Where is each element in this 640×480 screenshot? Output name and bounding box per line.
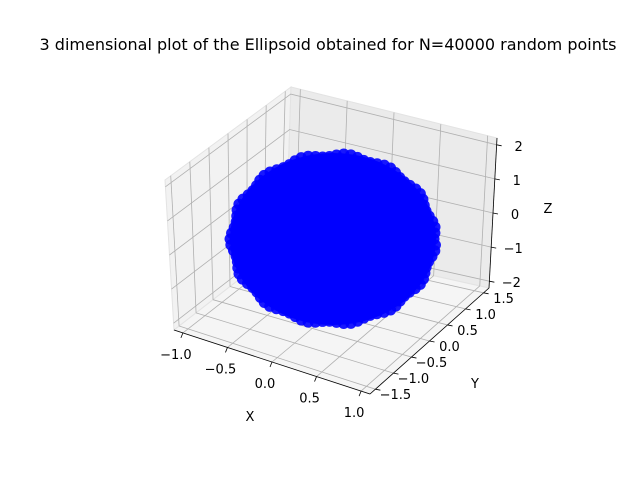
tick-marks	[180, 144, 502, 397]
y-grid-line	[178, 325, 376, 390]
y-tick-label: −1.5	[380, 388, 412, 403]
z-tick	[491, 246, 497, 249]
z-tick-label: −1	[504, 242, 523, 257]
z-grid-line	[167, 129, 495, 222]
x-tick-label: 0.5	[299, 392, 320, 407]
y-tick	[375, 388, 381, 391]
scatter-point	[429, 227, 441, 239]
y-tick	[393, 372, 399, 375]
y-tick	[465, 308, 471, 311]
y-tick-label: −0.5	[416, 356, 448, 371]
x-tick	[358, 390, 362, 397]
y-tick-label: 1.0	[475, 308, 496, 323]
z-tick	[489, 280, 495, 283]
z-tick-label: 1	[513, 174, 521, 189]
y-tick	[447, 324, 453, 327]
x-tick	[314, 376, 317, 382]
z-tick	[492, 212, 499, 215]
z-tick	[496, 144, 502, 147]
x-tick	[269, 361, 273, 368]
chart-title: 3 dimensional plot of the Ellipsoid obta…	[40, 35, 617, 54]
y-tick	[483, 292, 489, 295]
z-tick-label: −2	[502, 276, 521, 291]
x-axis-label: X	[246, 410, 255, 425]
y-tick-label: 0.0	[439, 340, 460, 355]
z-axis-label: Z	[544, 202, 553, 217]
z-grid-line	[165, 93, 497, 188]
ellipsoid-body	[230, 153, 436, 325]
y-tick	[429, 340, 435, 343]
y-grid-line	[195, 312, 394, 374]
x-tick-label: −0.5	[205, 362, 237, 377]
z-tick	[494, 178, 500, 181]
scatter-points	[224, 148, 441, 330]
z-tick-label: 0	[511, 208, 519, 223]
z-tick-label: 2	[514, 140, 522, 155]
y-tick-label: 0.5	[457, 324, 478, 339]
x-tick-label: 1.0	[344, 406, 365, 421]
y-axis-label: Y	[470, 377, 479, 392]
y-grid-line	[212, 299, 412, 358]
y-tick	[411, 356, 417, 359]
tick-labels: −1.0−0.50.00.51.0−1.5−1.0−0.50.00.51.01.…	[160, 140, 523, 421]
x-tick-label: −1.0	[160, 348, 192, 363]
x-tick-label: 0.0	[255, 377, 276, 392]
y-tick-label: 1.5	[493, 292, 514, 307]
y-tick-label: −1.0	[398, 372, 430, 387]
x-tick	[180, 332, 184, 339]
x-tick	[225, 347, 228, 353]
